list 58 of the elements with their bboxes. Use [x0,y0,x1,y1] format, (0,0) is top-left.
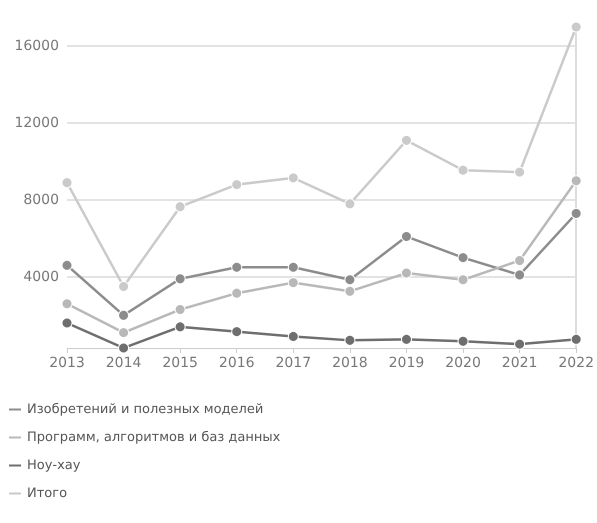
y-tick-label: 8000 [23,192,59,208]
legend-label: Итого [27,486,68,501]
y-tick-label: 12000 [14,115,59,132]
point [570,22,582,32]
point [231,262,242,273]
point [174,321,186,332]
point [458,252,469,264]
x-tick-label: 2017 [275,355,312,371]
x-tick-label: 2020 [445,355,481,371]
point [288,277,299,288]
point [570,208,582,219]
x-tick-label: 2019 [388,355,424,371]
point [570,175,582,186]
point [400,268,412,279]
point [344,274,356,286]
point [231,288,242,299]
point [458,336,469,347]
point [344,286,356,297]
point [288,330,299,342]
point [570,334,582,345]
point [118,342,130,354]
point [288,172,299,184]
point [118,310,130,321]
point [514,255,526,266]
point [514,269,526,280]
point [62,318,72,329]
point [344,198,356,210]
point [514,338,526,350]
point [400,134,412,146]
point [288,262,299,273]
x-tick-label: 2014 [106,355,142,371]
point [458,274,469,286]
point [62,298,72,310]
point [231,326,242,338]
point [344,334,356,346]
point [458,164,469,176]
point [118,327,130,338]
point [174,201,186,212]
x-tick-label: 2021 [502,355,538,371]
x-tick-label: 2016 [218,355,255,371]
x-tick-label: 2018 [332,355,368,371]
point [118,280,130,292]
point [514,166,526,178]
point [174,273,186,284]
point [174,304,186,316]
x-tick-label: 2013 [49,355,85,371]
legend-label: Ноу-хау [27,458,81,473]
point [400,231,412,242]
legend-label: Программ, алгоритмов и баз данных [27,430,281,445]
y-tick-label: 4000 [23,268,59,285]
x-tick-label: 2015 [162,355,198,371]
y-tick-label: 16000 [14,38,59,54]
legend-label: Изобретений и полезных моделей [27,402,264,417]
x-tick-label: 2022 [558,355,594,371]
point [62,260,72,271]
point [62,177,72,188]
point [400,334,412,345]
point [231,179,242,190]
